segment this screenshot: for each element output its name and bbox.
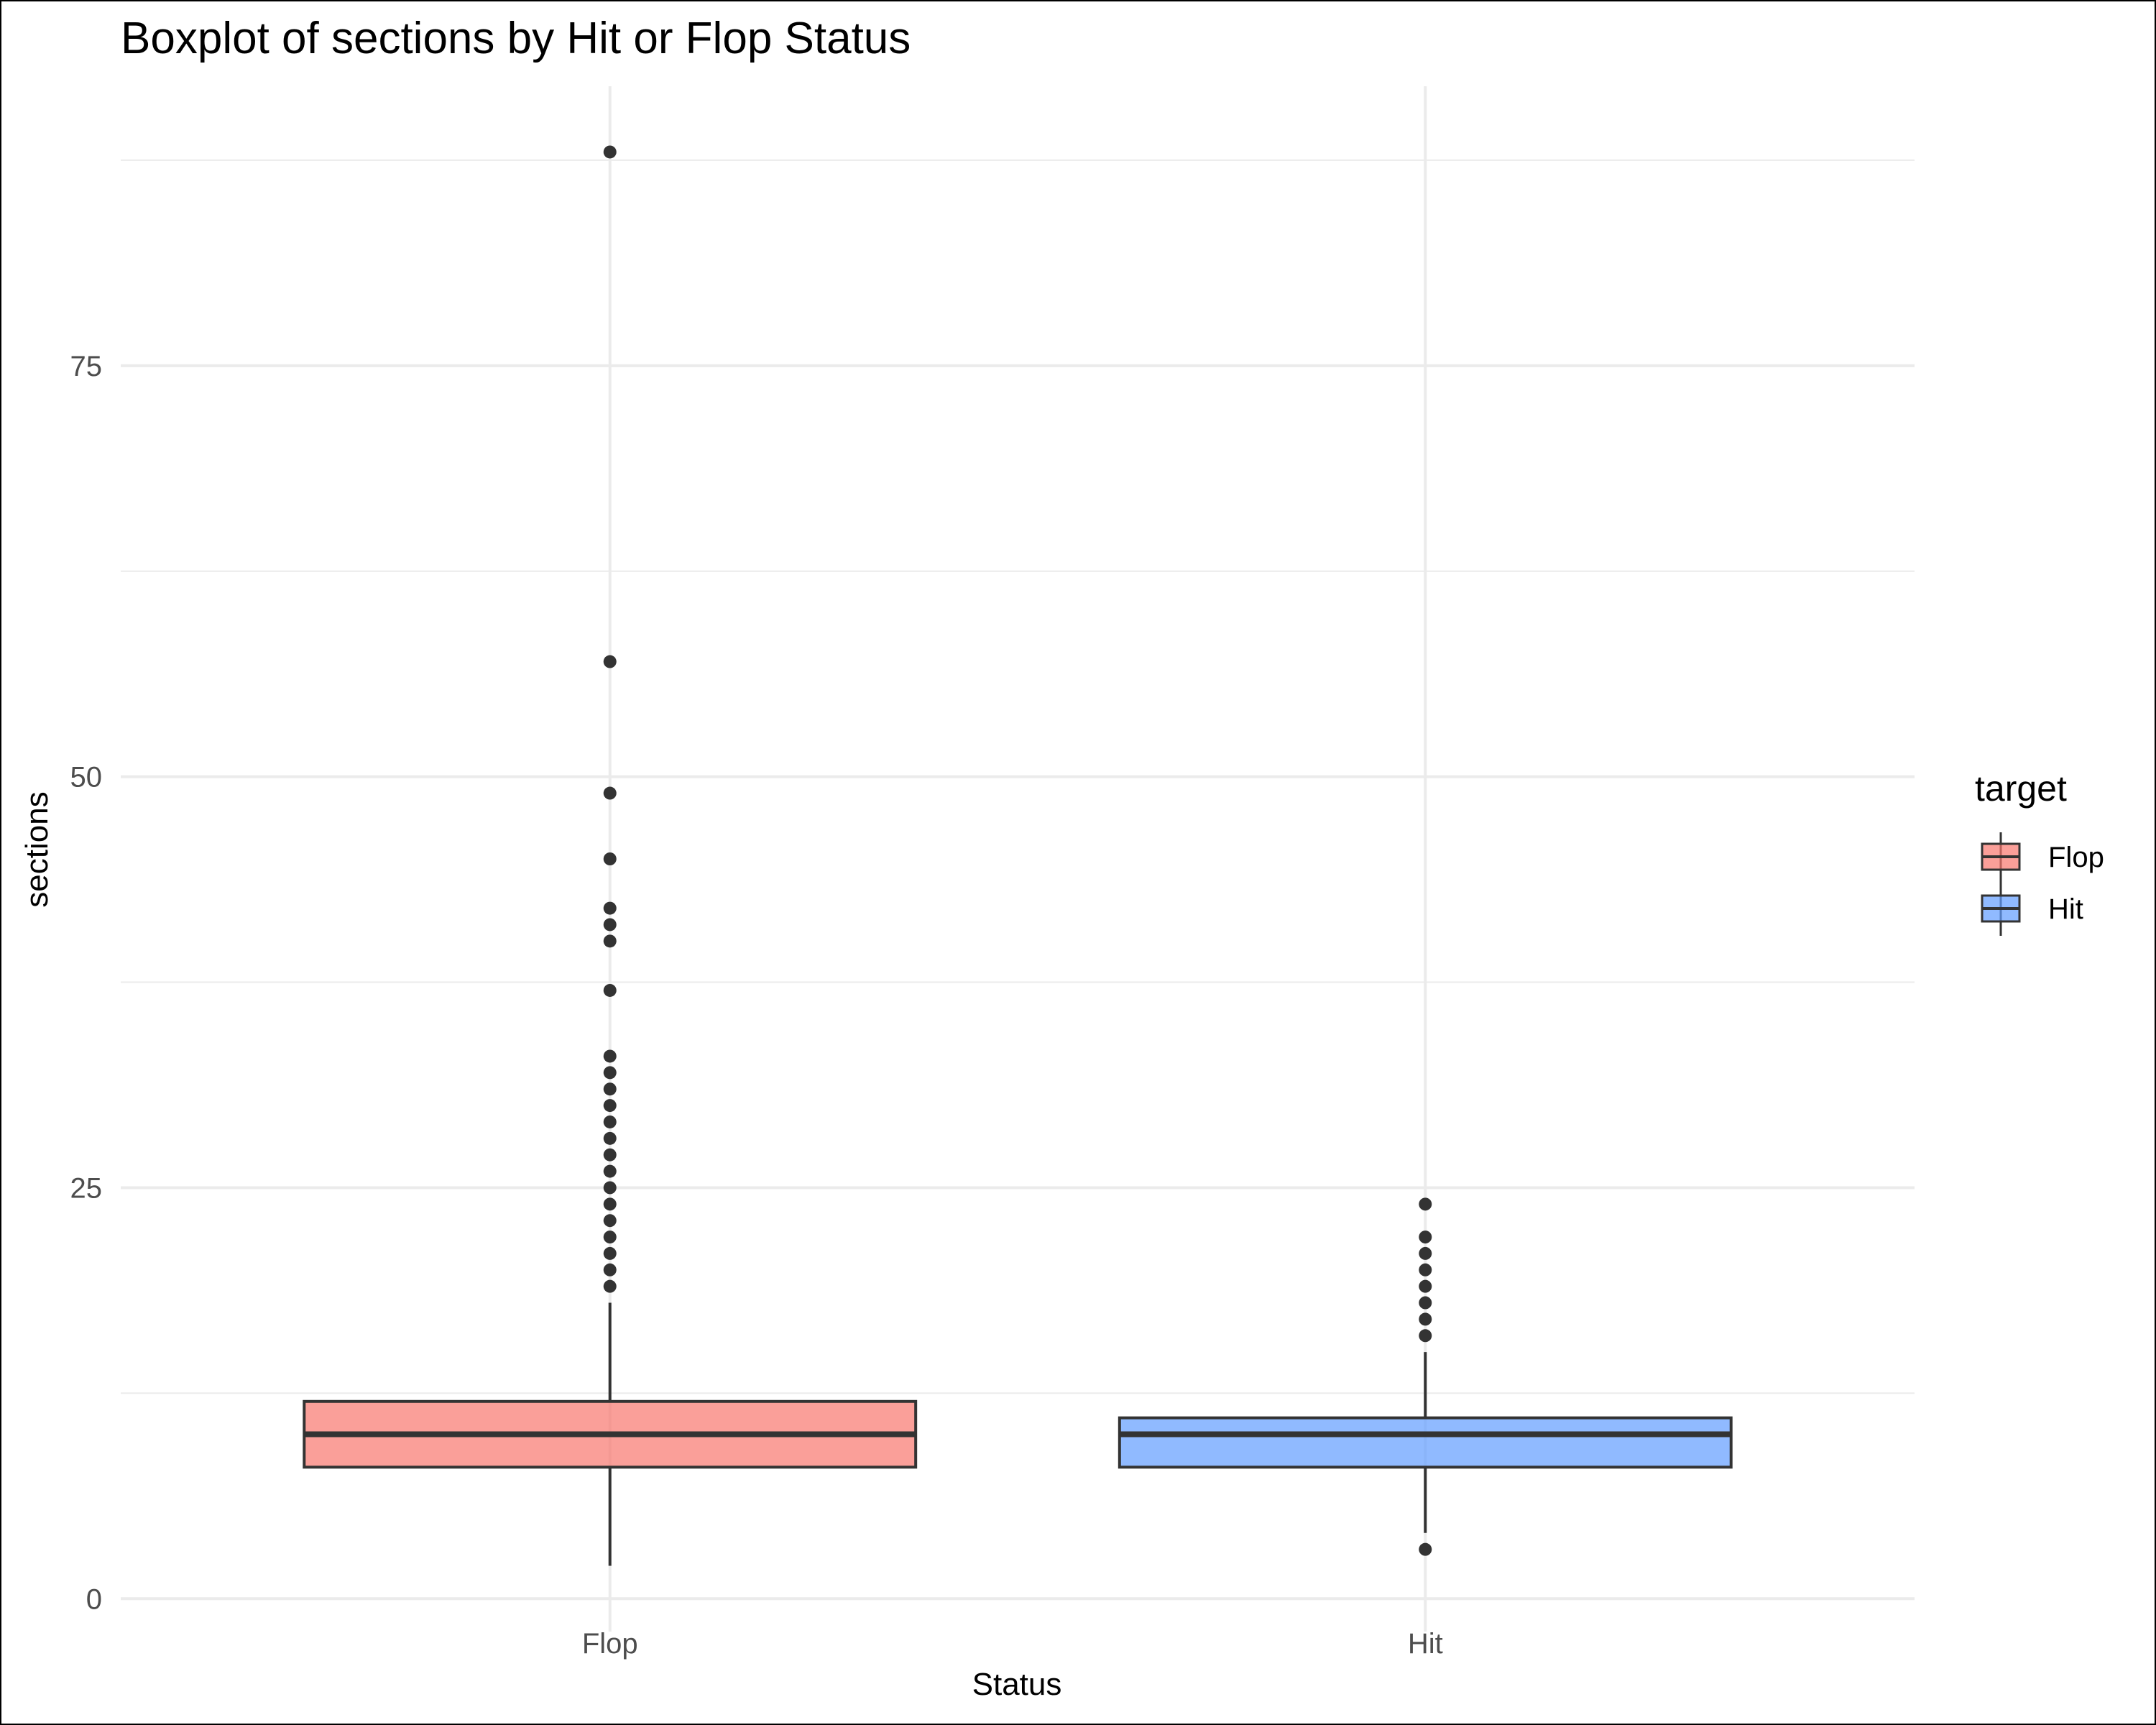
- outlier-point: [603, 1263, 617, 1276]
- x-tick-label: Hit: [1408, 1628, 1443, 1660]
- outlier-point: [1419, 1279, 1432, 1293]
- outlier-point: [603, 1214, 617, 1228]
- outlier-point: [603, 918, 617, 932]
- outlier-point: [603, 145, 617, 159]
- outlier-point: [1419, 1329, 1432, 1343]
- outlier-point: [1419, 1197, 1432, 1211]
- box-group-flop: [303, 145, 918, 1566]
- outlier-point: [603, 852, 617, 865]
- outlier-point: [603, 934, 617, 948]
- outlier-point: [603, 1066, 617, 1080]
- y-tick-label: 75: [70, 351, 103, 382]
- legend-key-hit: [1981, 884, 2021, 936]
- y-axis-ticks: 0 25 50 75: [70, 351, 103, 1615]
- outlier-point: [603, 1164, 617, 1178]
- legend-title: target: [1975, 768, 2067, 809]
- y-tick-label: 0: [86, 1583, 102, 1615]
- chart-title: Boxplot of sections by Hit or Flop Statu…: [121, 14, 911, 63]
- x-axis-title: Status: [972, 1667, 1062, 1702]
- box-group-hit: [1118, 1197, 1733, 1556]
- outlier-point: [1419, 1296, 1432, 1310]
- outlier-point: [1419, 1230, 1432, 1244]
- outlier-point: [603, 1279, 617, 1293]
- outlier-point: [603, 1230, 617, 1244]
- box-groups: [303, 145, 1733, 1566]
- x-tick-label: Flop: [582, 1628, 638, 1660]
- outlier-point: [603, 1099, 617, 1113]
- outlier-point: [603, 786, 617, 800]
- outlier-point: [603, 1148, 617, 1162]
- outlier-point: [1419, 1542, 1432, 1556]
- grid-lines: [121, 86, 1915, 1632]
- x-axis-ticks: Flop Hit: [582, 1628, 1443, 1660]
- outlier-point: [1419, 1263, 1432, 1276]
- box-iqr: [1118, 1416, 1733, 1469]
- outlier-point: [603, 1197, 617, 1211]
- outlier-point: [603, 1131, 617, 1145]
- legend-label: Flop: [2048, 842, 2104, 873]
- outlier-point: [603, 901, 617, 915]
- outlier-point: [603, 983, 617, 997]
- outlier-point: [603, 1082, 617, 1096]
- outlier-point: [603, 1181, 617, 1195]
- y-axis-title: sections: [19, 791, 55, 907]
- outlier-point: [603, 655, 617, 668]
- y-tick-label: 25: [70, 1172, 103, 1204]
- legend: target Flop Hit: [1975, 768, 2104, 936]
- y-tick-label: 50: [70, 762, 103, 794]
- legend-key-flop: [1981, 832, 2021, 884]
- outlier-point: [603, 1246, 617, 1260]
- outlier-point: [1419, 1246, 1432, 1260]
- outlier-point: [603, 1115, 617, 1128]
- outlier-point: [1419, 1312, 1432, 1326]
- legend-label: Hit: [2048, 893, 2083, 925]
- outlier-point: [603, 1049, 617, 1063]
